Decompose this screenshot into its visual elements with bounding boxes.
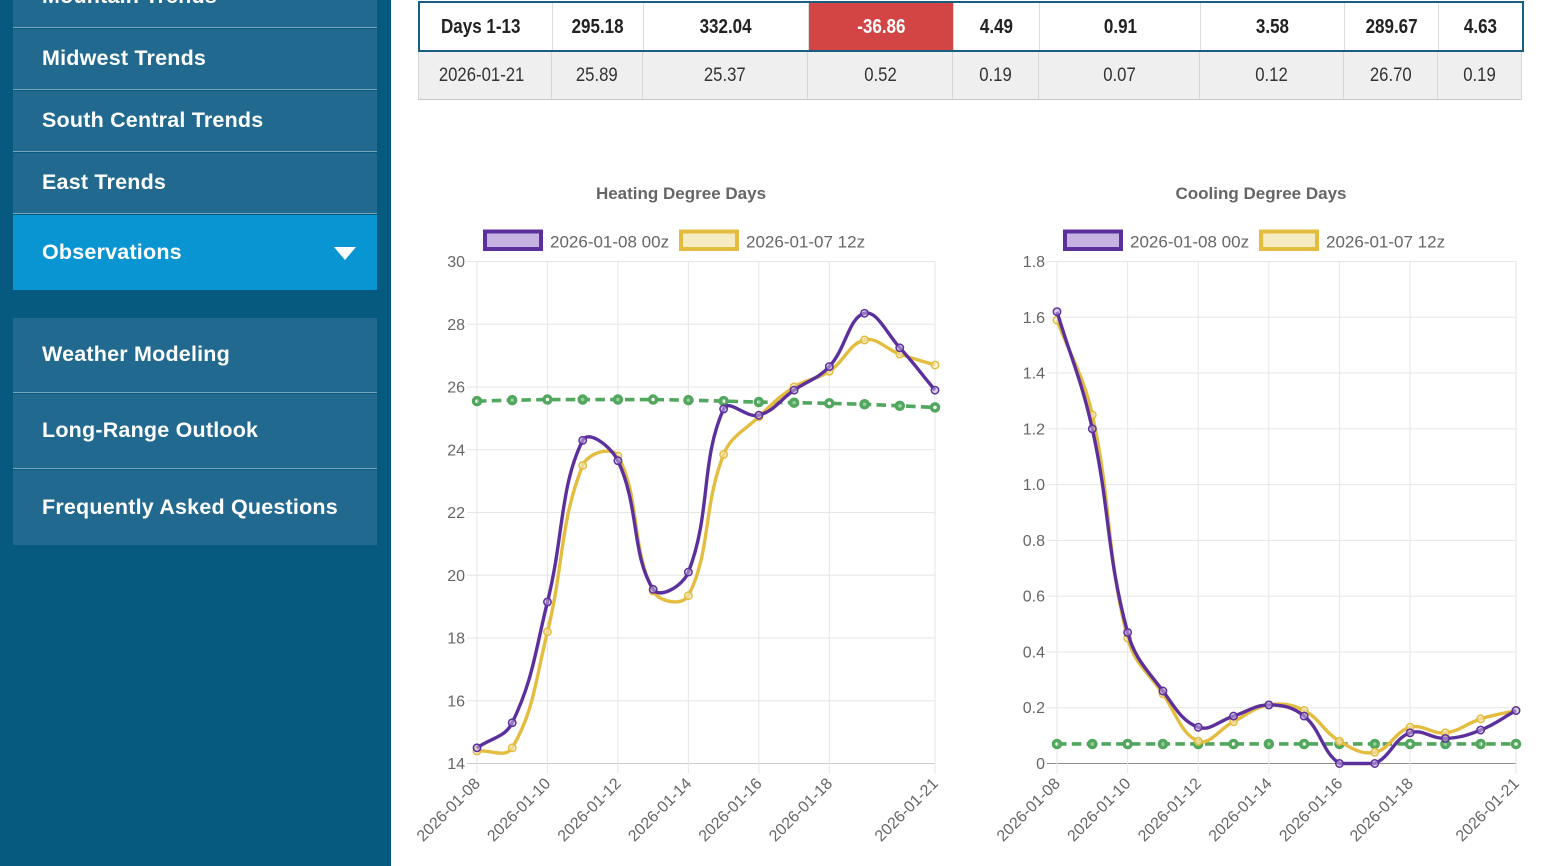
svg-text:22: 22 [447,505,465,522]
svg-text:0: 0 [1036,756,1045,773]
svg-text:2026-01-18: 2026-01-18 [766,775,836,845]
svg-text:2026-01-18: 2026-01-18 [1347,775,1417,845]
svg-text:16: 16 [447,693,465,710]
svg-text:1.4: 1.4 [1023,366,1045,383]
svg-text:20: 20 [447,568,465,585]
svg-text:18: 18 [447,631,465,648]
svg-text:1.0: 1.0 [1023,477,1045,494]
svg-text:30: 30 [447,254,465,271]
svg-text:2026-01-21: 2026-01-21 [872,775,942,845]
svg-text:0.4: 0.4 [1023,644,1045,661]
svg-text:2026-01-10: 2026-01-10 [1065,775,1135,845]
svg-text:2026-01-08 00z: 2026-01-08 00z [550,233,669,252]
svg-text:28: 28 [447,317,465,334]
svg-text:Heating Degree Days: Heating Degree Days [596,184,766,203]
svg-text:14: 14 [447,756,465,773]
svg-text:2026-01-08 00z: 2026-01-08 00z [1130,233,1249,252]
svg-text:2026-01-21: 2026-01-21 [1453,775,1523,845]
svg-text:2026-01-10: 2026-01-10 [484,775,554,845]
svg-text:2026-01-16: 2026-01-16 [1276,775,1346,845]
svg-text:2026-01-14: 2026-01-14 [625,775,695,845]
svg-text:1.2: 1.2 [1023,421,1045,438]
svg-text:2026-01-07 12z: 2026-01-07 12z [1326,233,1445,252]
svg-text:2026-01-07 12z: 2026-01-07 12z [746,233,865,252]
svg-text:1.6: 1.6 [1023,310,1045,327]
svg-text:24: 24 [447,442,465,459]
svg-text:2026-01-14: 2026-01-14 [1206,775,1276,845]
svg-text:2026-01-12: 2026-01-12 [1135,775,1205,845]
svg-text:1.8: 1.8 [1023,254,1045,271]
svg-text:0.8: 0.8 [1023,533,1045,550]
svg-text:Cooling Degree Days: Cooling Degree Days [1176,184,1347,203]
svg-text:0.6: 0.6 [1023,589,1045,606]
svg-text:26: 26 [447,380,465,397]
svg-text:2026-01-12: 2026-01-12 [555,775,625,845]
svg-text:0.2: 0.2 [1023,700,1045,717]
svg-text:2026-01-08: 2026-01-08 [994,775,1064,845]
svg-text:2026-01-16: 2026-01-16 [696,775,766,845]
svg-text:2026-01-08: 2026-01-08 [414,775,484,845]
